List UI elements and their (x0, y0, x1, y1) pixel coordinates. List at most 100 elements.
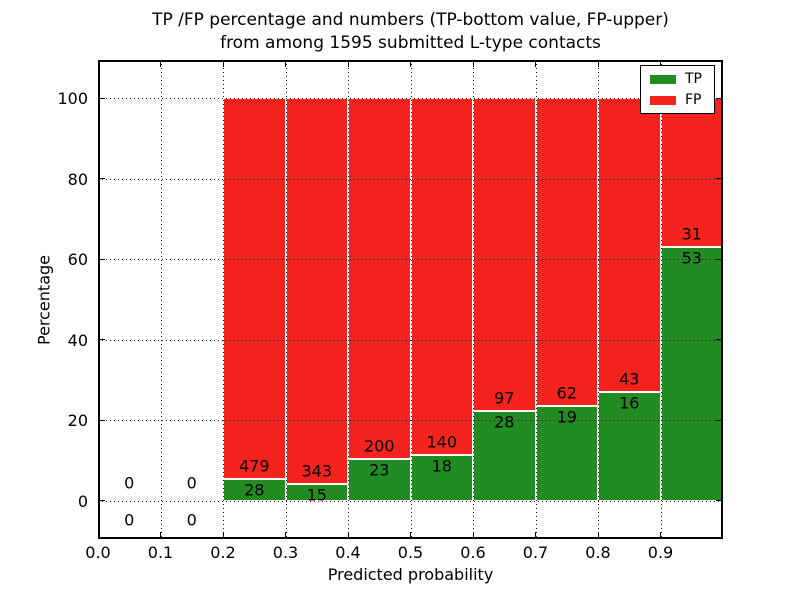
bar-segment-fp (473, 98, 536, 411)
axis-tick-bottom (535, 532, 536, 537)
y-tick-label: 20 (67, 411, 88, 431)
annotation-fp-count: 31 (681, 224, 702, 244)
axis-tick-top (222, 62, 224, 67)
y-tick-label: 100 (57, 89, 88, 109)
bar-segment-fp (410, 98, 473, 455)
x-tick-label: 0.8 (585, 543, 611, 562)
bar-segment-fp (223, 98, 286, 479)
annotation-fp-count: 0 (186, 473, 197, 493)
annotation-tp-count: 0 (186, 510, 197, 530)
axis-tick-left (100, 258, 105, 260)
axis-tick-bottom (597, 532, 599, 537)
legend: TP FP (640, 65, 715, 114)
x-tick-label: 0.2 (210, 543, 236, 562)
axis-tick-bottom (285, 532, 286, 537)
legend-label-fp: FP (685, 92, 702, 108)
bar-segment-tp (410, 454, 473, 501)
annotation-fp-count: 479 (238, 456, 270, 476)
annotation-fp-count: 0 (124, 473, 135, 493)
annotation-fp-count: 97 (494, 388, 515, 408)
axis-tick-right (716, 339, 721, 341)
annotation-tp-count: 19 (556, 407, 577, 427)
gridline-vertical (223, 60, 224, 539)
annotation-fp-count: 140 (426, 432, 458, 452)
annotation-tp-count: 28 (494, 412, 515, 432)
gridline-vertical (160, 60, 162, 539)
bar-segment-tp (348, 459, 411, 501)
axis-tick-right (716, 178, 721, 180)
axis-tick-top (160, 62, 161, 67)
y-tick-label: 60 (67, 250, 88, 270)
bar-segment-fp (285, 98, 348, 484)
gridline-vertical (285, 60, 287, 539)
x-tick-label: 0.7 (522, 543, 549, 562)
axis-tick-left (100, 178, 105, 180)
x-tick-label: 0.4 (335, 543, 361, 562)
chart-title-line1: TP /FP percentage and numbers (TP-bottom… (152, 10, 669, 30)
axis-tick-left (100, 97, 105, 99)
x-tick-label: 0.6 (460, 543, 486, 562)
gridline-vertical (660, 60, 662, 539)
gridline-vertical (535, 60, 537, 539)
fp-color-swatch (650, 95, 676, 105)
annotation-tp-count: 15 (306, 485, 327, 505)
annotation-tp-count: 53 (681, 248, 702, 268)
gridline-vertical (473, 60, 474, 539)
chart-title: TP /FP percentage and numbers (TP-bottom… (98, 9, 723, 55)
axis-tick-bottom (472, 532, 474, 537)
tp-color-swatch (650, 74, 676, 84)
y-tick-label: 0 (77, 491, 88, 511)
axis-tick-top (285, 62, 286, 67)
axis-tick-top (597, 62, 599, 67)
annotation-fp-count: 343 (301, 461, 333, 481)
x-tick-label: 0.1 (147, 543, 174, 562)
axis-tick-bottom (222, 532, 224, 537)
bar-segment-tp (660, 246, 723, 501)
axis-tick-top (472, 62, 474, 67)
axis-tick-bottom (410, 532, 411, 537)
annotation-fp-count: 43 (619, 369, 640, 389)
axis-tick-right (716, 258, 721, 260)
axis-tick-bottom (347, 532, 349, 537)
x-tick-label: 0.3 (272, 543, 299, 562)
annotation-tp-count: 18 (431, 456, 452, 476)
axis-tick-bottom (660, 532, 661, 537)
axis-tick-left (100, 500, 105, 502)
axis-tick-top (410, 62, 411, 67)
annotation-fp-count: 62 (556, 383, 577, 403)
annotation-tp-count: 16 (619, 393, 640, 413)
annotation-tp-count: 23 (369, 460, 390, 480)
chart-title-line2: from among 1595 submitted L-type contact… (220, 33, 601, 53)
legend-entry-tp: TP (650, 72, 702, 86)
bar-segment-fp (535, 98, 598, 407)
axis-tick-left (100, 419, 105, 421)
axis-tick-top (347, 62, 349, 67)
axis-tick-top (535, 62, 536, 67)
y-tick-label: 40 (67, 330, 88, 350)
axis-tick-left (100, 339, 105, 341)
plot-area: TP FP 0 0 0 0 479 28 343 15 200 23 140 18 97 28 62 19 43… (57, 60, 723, 562)
x-axis-label: Predicted probability (327, 565, 494, 584)
axis-tick-right (716, 97, 721, 99)
bar-segment-fp (598, 98, 661, 392)
gridline-vertical (410, 60, 412, 539)
x-tick-label: 0.9 (647, 543, 674, 562)
legend-label-tp: TP (685, 71, 702, 87)
gridline-vertical (348, 60, 349, 539)
axis-tick-right (716, 419, 721, 421)
axis-tick-top (97, 62, 99, 67)
axis-tick-right (716, 500, 721, 502)
axis-tick-bottom (160, 532, 161, 537)
gridline-vertical (598, 60, 599, 539)
axis-tick-bottom (97, 532, 99, 537)
legend-entry-fp: FP (650, 93, 702, 107)
x-tick-label: 0.5 (397, 543, 424, 562)
axis-tick-top (660, 62, 661, 67)
annotation-tp-count: 0 (124, 510, 135, 530)
bar-segment-fp (348, 98, 411, 460)
annotation-tp-count: 28 (244, 480, 265, 500)
x-tick-label: 0.0 (85, 543, 111, 562)
annotation-fp-count: 200 (363, 436, 395, 456)
y-tick-label: 80 (67, 169, 88, 189)
